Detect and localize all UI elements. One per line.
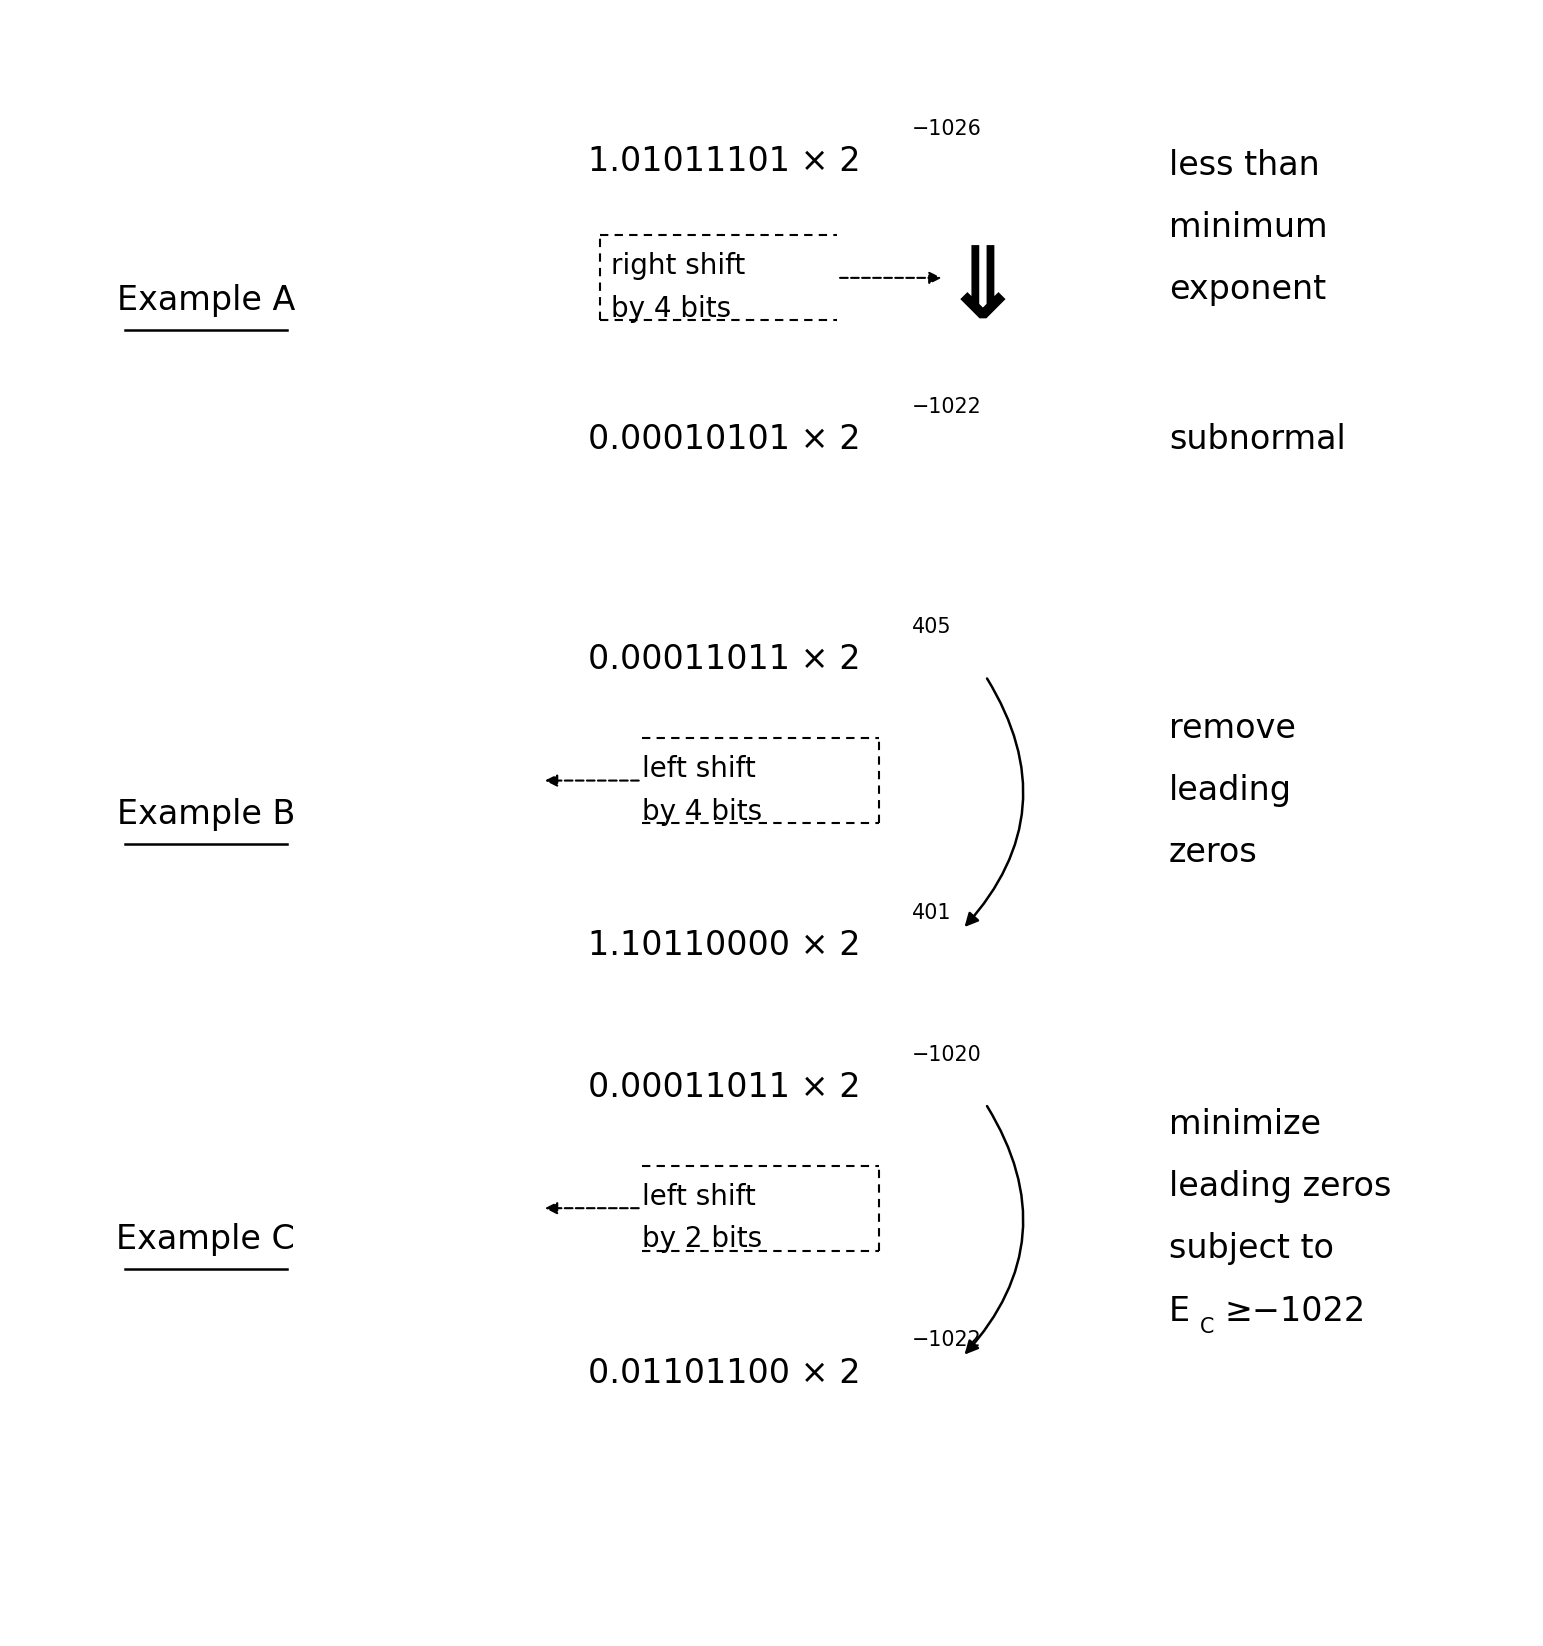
Text: leading: leading: [1170, 774, 1291, 807]
Text: E: E: [1170, 1294, 1190, 1328]
Text: 405: 405: [912, 617, 952, 637]
Text: −1022: −1022: [912, 397, 981, 416]
Text: remove: remove: [1170, 711, 1296, 746]
Text: subject to: subject to: [1170, 1233, 1335, 1266]
Text: 1.10110000 × 2: 1.10110000 × 2: [588, 928, 861, 961]
Text: left shift: left shift: [642, 756, 755, 783]
Text: exponent: exponent: [1170, 273, 1325, 306]
Text: minimize: minimize: [1170, 1108, 1321, 1141]
Text: 0.01101100 × 2: 0.01101100 × 2: [588, 1356, 861, 1389]
Text: −1020: −1020: [912, 1045, 981, 1065]
Text: less than: less than: [1170, 148, 1319, 181]
Text: zeros: zeros: [1170, 836, 1258, 869]
Text: ⇓: ⇓: [941, 242, 1025, 339]
Text: −1022: −1022: [912, 1330, 981, 1350]
Text: by 4 bits: by 4 bits: [642, 798, 762, 826]
Text: 0.00010101 × 2: 0.00010101 × 2: [588, 423, 861, 456]
Text: right shift: right shift: [611, 252, 745, 280]
Text: by 2 bits: by 2 bits: [642, 1225, 762, 1253]
Text: by 4 bits: by 4 bits: [611, 295, 731, 323]
Text: 0.00011011 × 2: 0.00011011 × 2: [588, 1072, 861, 1104]
Text: leading zeros: leading zeros: [1170, 1170, 1392, 1203]
Text: 1.01011101 × 2: 1.01011101 × 2: [588, 145, 861, 178]
Text: subnormal: subnormal: [1170, 423, 1345, 456]
Text: left shift: left shift: [642, 1183, 755, 1211]
Text: minimum: minimum: [1170, 211, 1327, 244]
Text: C: C: [1199, 1317, 1214, 1337]
Text: 401: 401: [912, 902, 952, 923]
Text: Example B: Example B: [117, 798, 295, 831]
Text: ≥−1022: ≥−1022: [1224, 1294, 1366, 1328]
Text: Example A: Example A: [117, 285, 295, 318]
Text: −1026: −1026: [912, 120, 981, 140]
Text: 0.00011011 × 2: 0.00011011 × 2: [588, 644, 861, 677]
Text: Example C: Example C: [116, 1223, 295, 1256]
